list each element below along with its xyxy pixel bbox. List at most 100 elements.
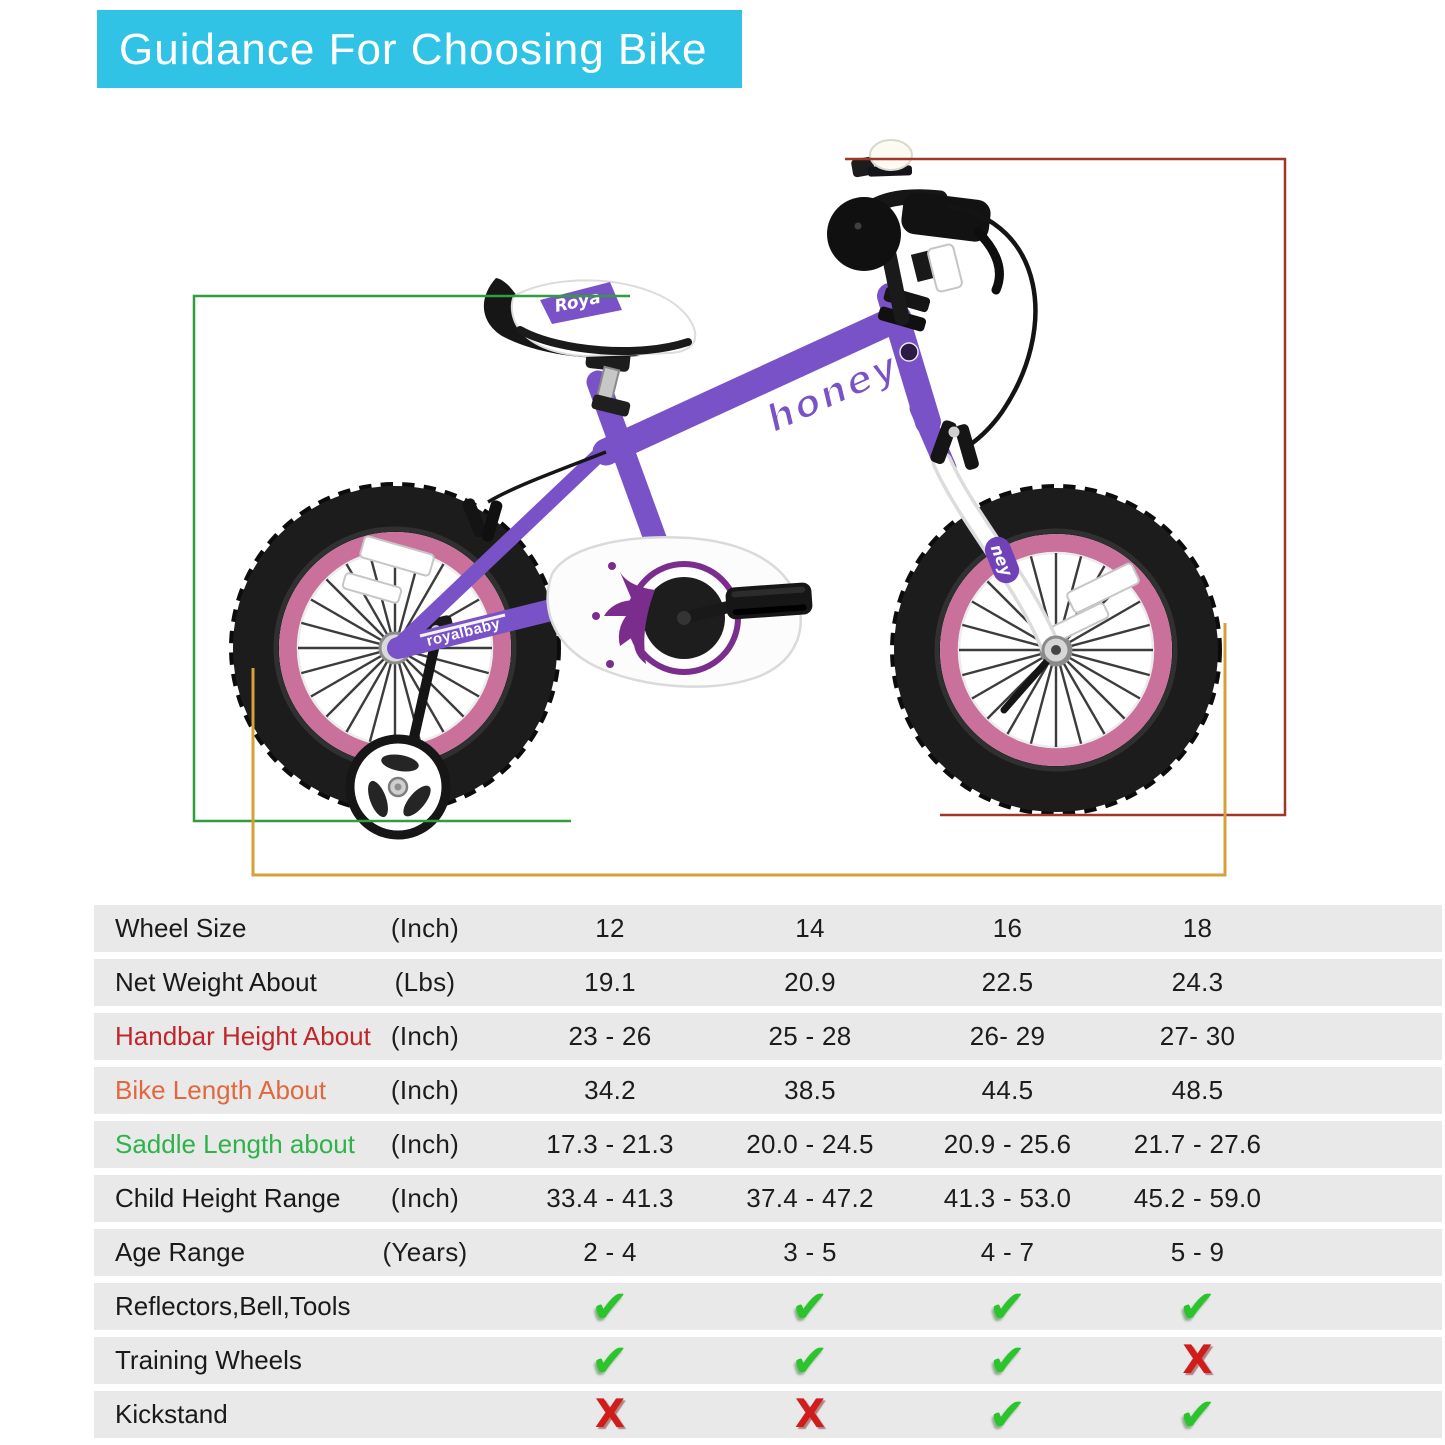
- row-unit: (Inch): [390, 1021, 460, 1051]
- check-icon: ✔: [988, 1388, 1027, 1441]
- check-icon: ✔: [988, 1280, 1027, 1333]
- row-value: ✔: [1105, 1284, 1290, 1329]
- spoke-reflectors: [341, 535, 1140, 642]
- length-guide-line: [251, 623, 1227, 877]
- row-value: ✔: [910, 1338, 1105, 1383]
- row-value: ✔: [910, 1284, 1105, 1329]
- row-label: Bike Length About: [115, 1075, 327, 1105]
- table-row: Net Weight About (Lbs) 19.1 20.9 22.5 24.3: [94, 959, 1442, 1006]
- row-value: ✔: [710, 1338, 910, 1383]
- row-value: 27- 30: [1159, 1021, 1236, 1051]
- row-unit: (Inch): [390, 913, 460, 943]
- table-row: Training Wheels ✔ ✔ ✔ X: [94, 1337, 1442, 1384]
- row-label: Reflectors,Bell,Tools: [115, 1291, 351, 1321]
- row-unit: (Years): [382, 1237, 468, 1267]
- brake-cable: [947, 203, 1038, 452]
- row-value: 45.2 - 59.0: [1133, 1183, 1262, 1213]
- row-value: 33.4 - 41.3: [546, 1183, 674, 1213]
- row-value: 19.1: [584, 967, 636, 997]
- check-icon: ✔: [1178, 1280, 1217, 1333]
- row-value: 14: [795, 913, 825, 943]
- check-icon: ✔: [590, 1280, 629, 1333]
- cross-icon: X: [594, 1392, 626, 1437]
- row-value: 20.0 - 24.5: [746, 1129, 874, 1159]
- head-badge-icon: [899, 342, 919, 362]
- row-value: 34.2: [584, 1075, 636, 1105]
- rear-brake: [462, 450, 607, 542]
- table-row: Age Range (Years) 2 - 4 3 - 5 4 - 7 5 - 9: [94, 1229, 1442, 1276]
- row-value: ✔: [510, 1284, 710, 1329]
- row-value: 37.4 - 47.2: [746, 1183, 874, 1213]
- table-row: Child Height Range (Inch) 33.4 - 41.3 37.4 …: [94, 1175, 1442, 1222]
- row-unit: (Lbs): [394, 967, 456, 997]
- row-value: 21.7 - 27.6: [1133, 1129, 1262, 1159]
- table-row: Bike Length About (Inch) 34.2 38.5 44.5 48.5: [94, 1067, 1442, 1114]
- row-label: Age Range: [115, 1237, 246, 1267]
- row-value: 18: [1182, 913, 1213, 943]
- row-unit: (Inch): [390, 1129, 460, 1159]
- check-icon: ✔: [790, 1334, 829, 1387]
- row-value: 20.9 - 25.6: [943, 1129, 1072, 1159]
- bell-icon: [869, 139, 913, 171]
- table-row: Reflectors,Bell,Tools ✔ ✔ ✔ ✔: [94, 1283, 1442, 1330]
- row-value: 26- 29: [969, 1021, 1046, 1051]
- row-label: Net Weight About: [115, 967, 317, 997]
- row-label: Handbar Height About: [115, 1021, 371, 1051]
- handlebar: [827, 139, 1038, 452]
- row-value: 17.3 - 21.3: [546, 1129, 674, 1159]
- row-value: X: [1105, 1341, 1290, 1380]
- row-value: 22.5: [981, 967, 1034, 997]
- row-value: 38.5: [784, 1075, 836, 1105]
- row-value: 20.9: [784, 967, 836, 997]
- row-value: X: [710, 1395, 910, 1434]
- table-row: Saddle Length about (Inch) 17.3 - 21.3 20.0…: [94, 1121, 1442, 1168]
- saddle: Roya: [483, 278, 697, 417]
- training-wheel: [345, 734, 451, 840]
- saddle-guide-line: [192, 294, 630, 823]
- table-row: Wheel Size (Inch) 12 14 16 18: [94, 905, 1442, 952]
- table-row: Handbar Height About (Inch) 23 - 26 25 - 28…: [94, 1013, 1442, 1060]
- cross-icon: X: [1182, 1338, 1213, 1383]
- row-value: X: [510, 1395, 710, 1434]
- row-value: 16: [992, 913, 1023, 943]
- header-banner: Guidance For Choosing Bike: [97, 10, 742, 88]
- row-value: 48.5: [1171, 1075, 1224, 1105]
- row-label: Wheel Size: [115, 913, 247, 943]
- row-value: 5 - 9: [1170, 1237, 1225, 1267]
- check-icon: ✔: [1178, 1388, 1217, 1441]
- row-unit: (Inch): [390, 1183, 460, 1213]
- row-label: Training Wheels: [115, 1345, 302, 1375]
- handlebar-grip: [827, 197, 901, 271]
- page-title: Guidance For Choosing Bike: [119, 25, 708, 74]
- check-icon: ✔: [590, 1334, 629, 1387]
- check-icon: ✔: [790, 1280, 829, 1333]
- spec-table: Wheel Size (Inch) 12 14 16 18 Net Weight About…: [94, 905, 1442, 1445]
- chain-guard: [546, 536, 803, 688]
- row-value: 24.3: [1171, 967, 1224, 997]
- table-row: Kickstand X X ✔ ✔: [94, 1391, 1442, 1438]
- row-label: Saddle Length about: [115, 1129, 355, 1159]
- row-value: 41.3 - 53.0: [943, 1183, 1072, 1213]
- row-value: 44.5: [981, 1075, 1034, 1105]
- row-value: 2 - 4: [583, 1237, 637, 1267]
- row-label: Child Height Range: [115, 1183, 341, 1213]
- crown-graphic: [592, 562, 655, 668]
- row-value: ✔: [710, 1284, 910, 1329]
- handlebar-guide-line: [845, 157, 1287, 817]
- row-value: ✔: [1105, 1392, 1290, 1437]
- row-value: 25 - 28: [768, 1021, 852, 1051]
- row-value: 3 - 5: [783, 1237, 837, 1267]
- cross-icon: X: [794, 1392, 826, 1437]
- stem-reflector: [927, 243, 963, 293]
- check-icon: ✔: [988, 1334, 1027, 1387]
- row-unit: (Inch): [390, 1075, 460, 1105]
- row-value: ✔: [510, 1338, 710, 1383]
- row-value: 12: [595, 913, 625, 943]
- row-label: Kickstand: [115, 1399, 228, 1429]
- row-value: ✔: [910, 1392, 1105, 1437]
- crank-pedal: [677, 582, 813, 625]
- row-value: 23 - 26: [568, 1021, 652, 1051]
- row-value: 4 - 7: [980, 1237, 1035, 1267]
